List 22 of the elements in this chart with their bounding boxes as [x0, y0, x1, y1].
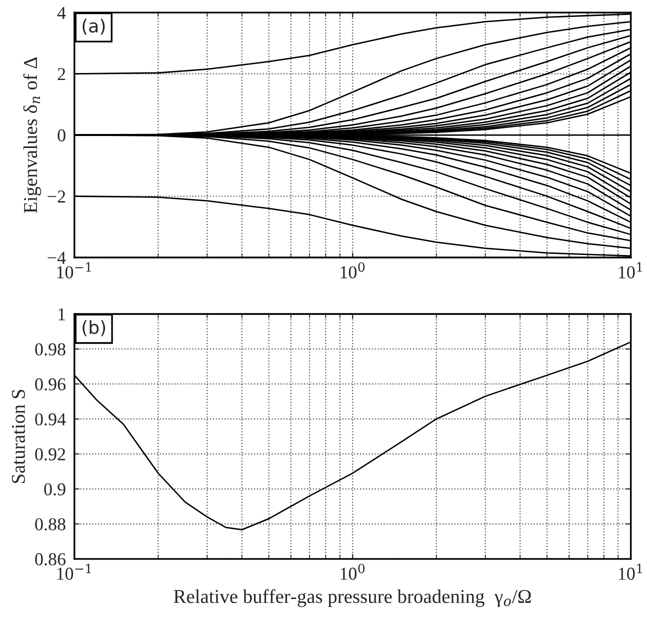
y-tick-label: 1	[58, 308, 65, 320]
x-tick-label: 10$^{1}$	[618, 564, 642, 580]
y-tick-label: 0.88	[35, 518, 66, 530]
annotation: (b)	[82, 320, 106, 336]
y-tick-label: 0.98	[35, 343, 66, 356]
y-axis-title: Eigenvalues δ$_{n}$ of Δ	[23, 57, 42, 214]
y-tick-label: 0.96	[35, 378, 66, 390]
x-tick-label: 10$^{0}$	[340, 262, 365, 278]
annotation: (a)	[82, 18, 105, 35]
y-tick-label: 2	[58, 68, 66, 80]
y-axis-title: Saturation S	[12, 390, 25, 483]
y-tick-label: −4	[48, 252, 66, 264]
x-tick-label: 10$^{1}$	[618, 262, 642, 278]
y-tick-label: 4	[57, 6, 66, 19]
y-tick-label: 0.92	[35, 448, 66, 460]
y-tick-label: 0.86	[35, 553, 66, 566]
y-tick-label: 0.94	[35, 413, 66, 426]
x-tick-label: 10$^{0}$	[340, 564, 365, 580]
y-tick-label: 0.9	[44, 483, 66, 496]
x-axis-title: Relative buffer-gas pressure broadening γ$_{o}$/Ω	[174, 589, 531, 608]
y-tick-label: 0	[58, 129, 66, 142]
y-tick-label: −2	[48, 190, 66, 203]
